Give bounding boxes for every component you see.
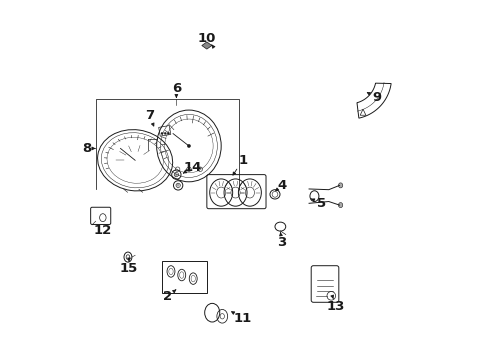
Circle shape	[187, 144, 190, 148]
Polygon shape	[202, 42, 211, 49]
Ellipse shape	[338, 203, 342, 208]
Text: 11: 11	[233, 311, 251, 325]
Text: 15: 15	[120, 262, 138, 275]
Text: 12: 12	[94, 224, 112, 237]
Text: 4: 4	[277, 179, 286, 192]
Circle shape	[167, 132, 169, 134]
Text: 14: 14	[183, 161, 201, 174]
Bar	[158, 126, 170, 136]
Circle shape	[161, 132, 163, 134]
Text: 1: 1	[238, 154, 247, 167]
Text: 9: 9	[372, 91, 381, 104]
Text: 7: 7	[144, 109, 154, 122]
Text: 13: 13	[326, 300, 345, 313]
Text: 10: 10	[197, 32, 216, 45]
Ellipse shape	[338, 183, 342, 188]
Text: 8: 8	[82, 142, 91, 155]
Text: 6: 6	[171, 82, 181, 95]
Circle shape	[164, 132, 166, 134]
Text: 3: 3	[277, 236, 286, 249]
Text: 5: 5	[316, 197, 325, 210]
Bar	[162, 261, 206, 293]
Text: 2: 2	[163, 290, 172, 303]
